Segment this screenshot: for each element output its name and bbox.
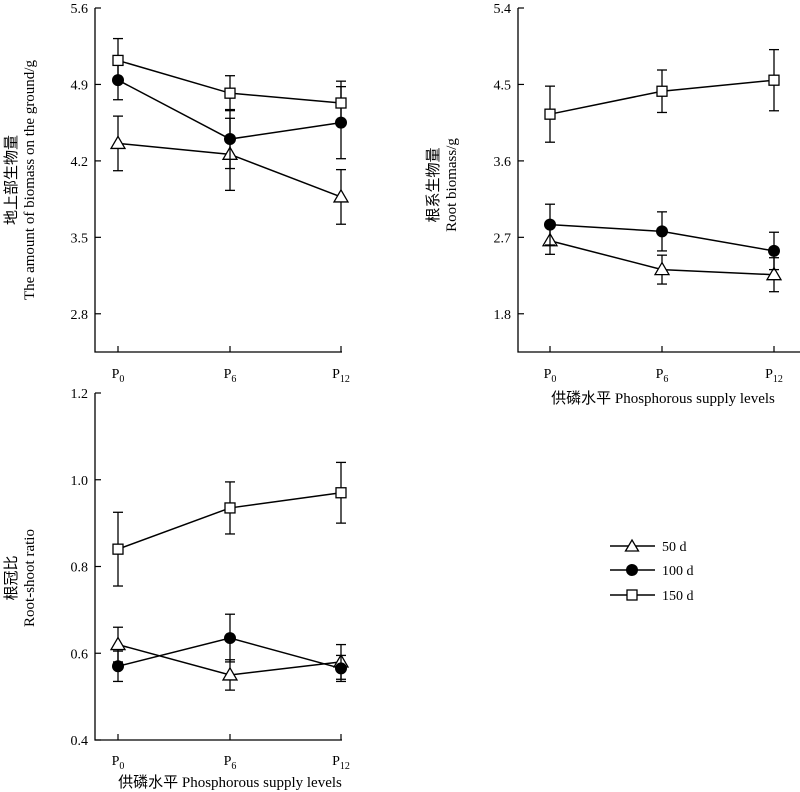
data-point-square bbox=[335, 487, 347, 499]
x-tick-label: P12 bbox=[332, 754, 350, 772]
data-point-triangle bbox=[109, 636, 127, 651]
plot-area bbox=[109, 37, 350, 225]
series-100d bbox=[544, 203, 780, 271]
x-tick-label: P12 bbox=[765, 367, 783, 385]
data-point-triangle bbox=[109, 135, 127, 150]
y-tick-label: 4.5 bbox=[494, 78, 512, 93]
y-tick-label: 4.9 bbox=[71, 78, 89, 93]
y-tick-label: 5.4 bbox=[494, 2, 512, 17]
data-point-triangle bbox=[332, 188, 350, 203]
x-label: 供磷水平 Phosphorous supply levels bbox=[551, 390, 775, 407]
x-ticks: P0 P6 P12 bbox=[112, 734, 350, 772]
data-point-circle bbox=[768, 244, 780, 257]
series-100d bbox=[112, 59, 347, 170]
series-150d bbox=[112, 37, 347, 126]
data-point-circle bbox=[335, 662, 347, 675]
y-ticks: 2.8 3.5 4.2 4.9 5.6 bbox=[71, 2, 101, 323]
legend-label: 100 d bbox=[662, 564, 694, 579]
panel-root-biomass: 1.8 2.7 3.6 4.5 5.4 P0 P6 P12 根系生物量 Root bioma… bbox=[425, 2, 800, 407]
data-point-circle bbox=[224, 133, 236, 146]
y-tick-label: 0.6 bbox=[71, 647, 89, 662]
data-point-square bbox=[656, 85, 668, 97]
x-tick-label: P6 bbox=[656, 367, 669, 385]
data-point-circle bbox=[656, 225, 668, 238]
data-point-triangle bbox=[765, 266, 783, 281]
series-150d bbox=[112, 461, 347, 587]
data-point-triangle bbox=[653, 261, 671, 276]
data-point-circle bbox=[112, 660, 124, 673]
y-label-en: Root biomass/g bbox=[444, 138, 460, 232]
data-point-square bbox=[112, 543, 124, 555]
panel-root-shoot-ratio: 0.4 0.6 0.8 1.0 1.2 P0 P6 P12 根冠比 Root-shoot r… bbox=[3, 387, 350, 791]
legend-item-50d: 50 d bbox=[610, 538, 687, 555]
y-ticks: 1.8 2.7 3.6 4.5 5.4 bbox=[494, 2, 524, 323]
y-tick-label: 0.8 bbox=[71, 561, 89, 576]
y-tick-label: 3.5 bbox=[71, 231, 89, 246]
y-tick-label: 1.2 bbox=[71, 387, 89, 402]
y-label-en: Root-shoot ratio bbox=[22, 529, 38, 627]
y-label-cn: 根冠比 bbox=[3, 555, 20, 600]
data-point-circle bbox=[544, 218, 556, 231]
data-point-square bbox=[335, 97, 347, 109]
y-tick-label: 1.8 bbox=[494, 308, 512, 323]
data-point-square bbox=[544, 108, 556, 120]
y-ticks: 0.4 0.6 0.8 1.0 1.2 bbox=[71, 387, 101, 749]
x-label: 供磷水平 Phosphorous supply levels bbox=[118, 774, 342, 791]
axis-frame bbox=[517, 8, 800, 353]
y-label-en: The amount of biomass on the ground/g bbox=[22, 60, 38, 300]
legend-item-100d: 100 d bbox=[610, 564, 694, 579]
plot-area bbox=[109, 461, 350, 691]
x-tick-label: P6 bbox=[224, 754, 237, 772]
y-label-cn: 地上部生物量 bbox=[3, 135, 20, 225]
data-point-square bbox=[224, 87, 236, 99]
y-tick-label: 5.6 bbox=[71, 2, 89, 17]
x-tick-label: P0 bbox=[544, 367, 557, 385]
data-point-circle bbox=[224, 632, 236, 645]
legend-label: 50 d bbox=[662, 540, 687, 555]
plot-area bbox=[541, 48, 783, 293]
y-tick-label: 2.8 bbox=[71, 308, 89, 323]
series-150d bbox=[544, 48, 780, 143]
legend: 50 d 100 d 150 d bbox=[610, 538, 694, 604]
y-label-cn: 根系生物量 bbox=[425, 147, 442, 222]
y-tick-label: 2.7 bbox=[494, 231, 512, 246]
y-tick-label: 4.2 bbox=[71, 155, 89, 170]
data-point-square bbox=[112, 54, 124, 67]
circle-marker bbox=[626, 564, 638, 576]
x-tick-label: P6 bbox=[224, 367, 237, 385]
y-tick-label: 1.0 bbox=[71, 474, 89, 489]
triangle-marker bbox=[624, 538, 640, 552]
x-tick-label: P0 bbox=[112, 367, 125, 385]
axis-frame bbox=[94, 393, 342, 741]
data-point-triangle bbox=[221, 666, 239, 681]
series-100d bbox=[112, 613, 347, 683]
legend-label: 150 d bbox=[662, 589, 694, 604]
x-tick-label: P0 bbox=[112, 754, 125, 772]
axis-frame bbox=[94, 8, 342, 353]
square-marker bbox=[626, 589, 638, 601]
data-point-square bbox=[768, 74, 780, 86]
x-tick-label: P12 bbox=[332, 367, 350, 385]
panel-aboveground-biomass: 2.8 3.5 4.2 4.9 5.6 P0 P6 P12 地上部生物量 The amoun… bbox=[3, 2, 350, 385]
data-point-square bbox=[224, 502, 236, 514]
legend-item-150d: 150 d bbox=[610, 589, 694, 604]
y-tick-label: 0.4 bbox=[71, 734, 89, 749]
y-tick-label: 3.6 bbox=[494, 155, 512, 170]
